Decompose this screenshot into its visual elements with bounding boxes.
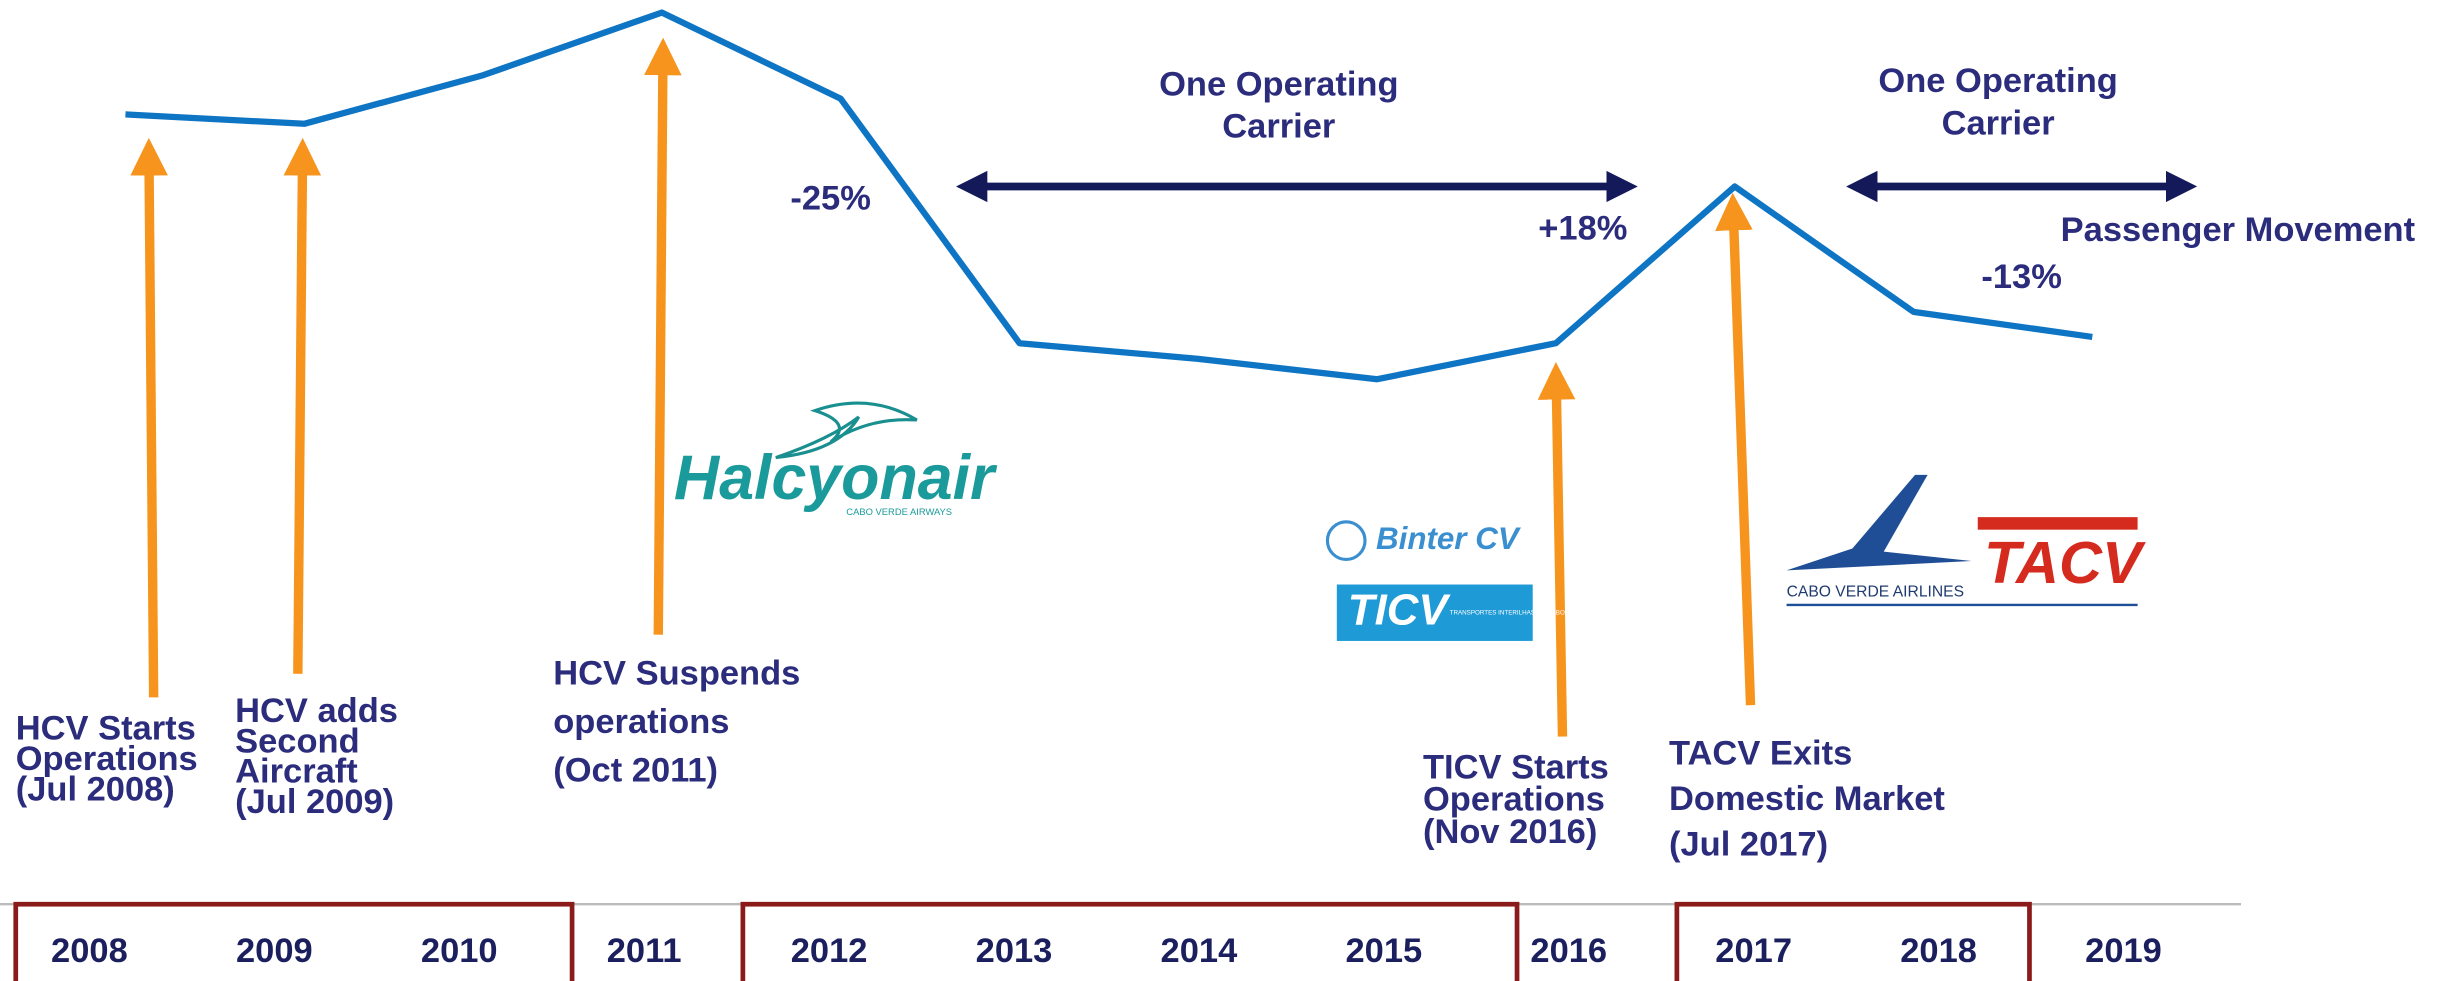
logo-text: CABO VERDE AIRLINES (1787, 584, 1965, 601)
year-label: 2013 (976, 932, 1053, 970)
annotation: -13% (1981, 258, 2061, 296)
event-label: TICV Starts (1423, 749, 1609, 787)
period-box (13, 901, 575, 981)
year-label: 2008 (51, 932, 128, 970)
logo-text: TACV (1984, 529, 2146, 596)
event-label: (Nov 2016) (1423, 813, 1597, 851)
logo-text: TRANSPORTES INTERILHAS DE CABO VERDE (1450, 609, 1588, 616)
event-label: Operations (16, 740, 198, 778)
event-label: operations (553, 703, 729, 741)
event-label: HCV adds (235, 692, 398, 730)
year-label: 2014 (1161, 932, 1238, 970)
period-box (740, 901, 1520, 981)
carrier-note: One Operating (1878, 62, 2117, 100)
carrier-note: Carrier (1942, 104, 2055, 142)
logo-icon (1325, 520, 1367, 562)
year-label: 2018 (1900, 932, 1977, 970)
logo-text: TICV (1348, 585, 1452, 634)
annotation: -25% (790, 180, 870, 218)
period-box (1674, 901, 2032, 981)
event-label: (Jul 2017) (1669, 825, 1828, 863)
event-label: TACV Exits (1669, 734, 1852, 772)
year-label: 2012 (791, 932, 868, 970)
event-label: (Oct 2011) (553, 752, 718, 790)
carrier-note: One Operating (1159, 65, 1398, 103)
year-label: 2009 (236, 932, 313, 970)
year-label: 2015 (1345, 932, 1422, 970)
year-label: 2010 (421, 932, 498, 970)
year-label: 2017 (1715, 932, 1792, 970)
annotation: +18% (1538, 209, 1627, 247)
carrier-note: Carrier (1222, 108, 1335, 146)
logo-text: Binter CV (1376, 521, 1522, 556)
event-label: HCV Suspends (553, 655, 800, 693)
passenger-line (125, 9, 2093, 383)
halcyon-bird (775, 401, 918, 460)
tacv-bar (1977, 517, 2138, 530)
year-label: 2019 (2085, 932, 2162, 970)
ticv-logo-box (1336, 584, 1533, 641)
year-label: 2011 (607, 932, 682, 970)
event-label: Aircraft (235, 753, 358, 791)
event-label: Operations (1423, 781, 1605, 819)
cva-logo (1786, 474, 1972, 571)
event-label: HCV Starts (16, 709, 196, 747)
annotation: Passenger Movement (2061, 211, 2416, 249)
event-label: (Jul 2008) (16, 770, 175, 808)
logo-text: CABO VERDE AIRWAYS (846, 506, 952, 517)
event-arrows (130, 37, 1756, 737)
event-label: Second (235, 722, 359, 760)
event-label: (Jul 2009) (235, 783, 394, 821)
year-label: 2016 (1530, 932, 1607, 970)
logo-text: Halcyonair (674, 443, 998, 513)
event-label: Domestic Market (1669, 780, 1945, 818)
